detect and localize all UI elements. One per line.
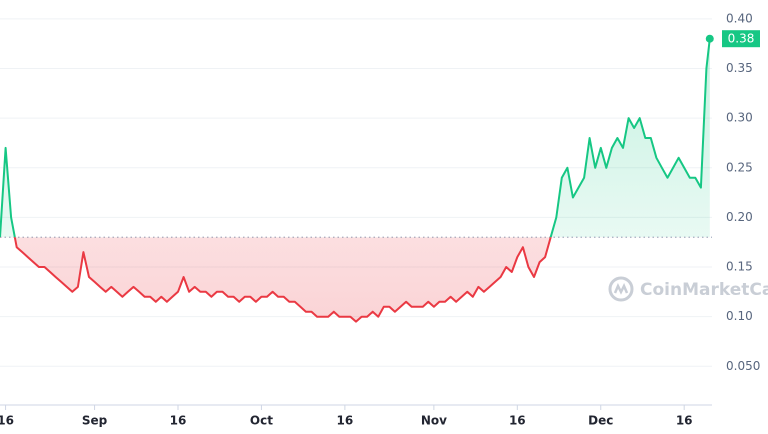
price-area [0,38,710,238]
x-tick-label: 16 [676,414,693,428]
price-line [0,237,552,323]
price-tag [722,30,760,48]
y-tick-label: 0.15 [726,260,753,274]
y-tick-label: 0.40 [726,11,753,25]
x-tick-label: 16 [509,414,526,428]
x-tick-label: Dec [588,414,613,428]
price-area [0,237,710,322]
y-tick-label: 0.10 [726,309,753,323]
y-tick-label: 0.20 [726,210,753,224]
watermark: CoinMarketCap [608,276,768,302]
y-tick-label: 0.25 [726,160,753,174]
price-tag-label: 0.38 [728,32,755,46]
x-tick-label: Sep [82,414,108,428]
x-tick-label: Oct [250,414,273,428]
y-tick-label: 0.35 [726,61,753,75]
y-tick-label: 0.050 [726,359,760,373]
x-tick-label: 16 [170,414,187,428]
price-line [0,38,711,238]
y-tick-label: 0.30 [726,111,753,125]
watermark-text: CoinMarketCap [640,280,768,300]
x-tick-label: 16 [0,414,14,428]
x-tick-label: Nov [421,414,447,428]
x-tick-label: 16 [337,414,354,428]
last-point [705,34,714,43]
